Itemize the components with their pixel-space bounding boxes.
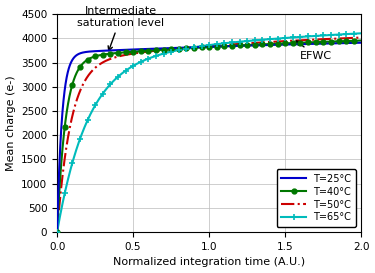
Y-axis label: Mean charge (e-): Mean charge (e-) [6, 75, 15, 171]
Text: Intermediate
saturation level: Intermediate saturation level [77, 6, 165, 51]
Text: EFWC: EFWC [296, 41, 333, 61]
Legend: T=25°C, T=40°C, T=50°C, T=65°C: T=25°C, T=40°C, T=50°C, T=65°C [276, 169, 356, 227]
X-axis label: Normalized integration time (A.U.): Normalized integration time (A.U.) [113, 257, 305, 268]
